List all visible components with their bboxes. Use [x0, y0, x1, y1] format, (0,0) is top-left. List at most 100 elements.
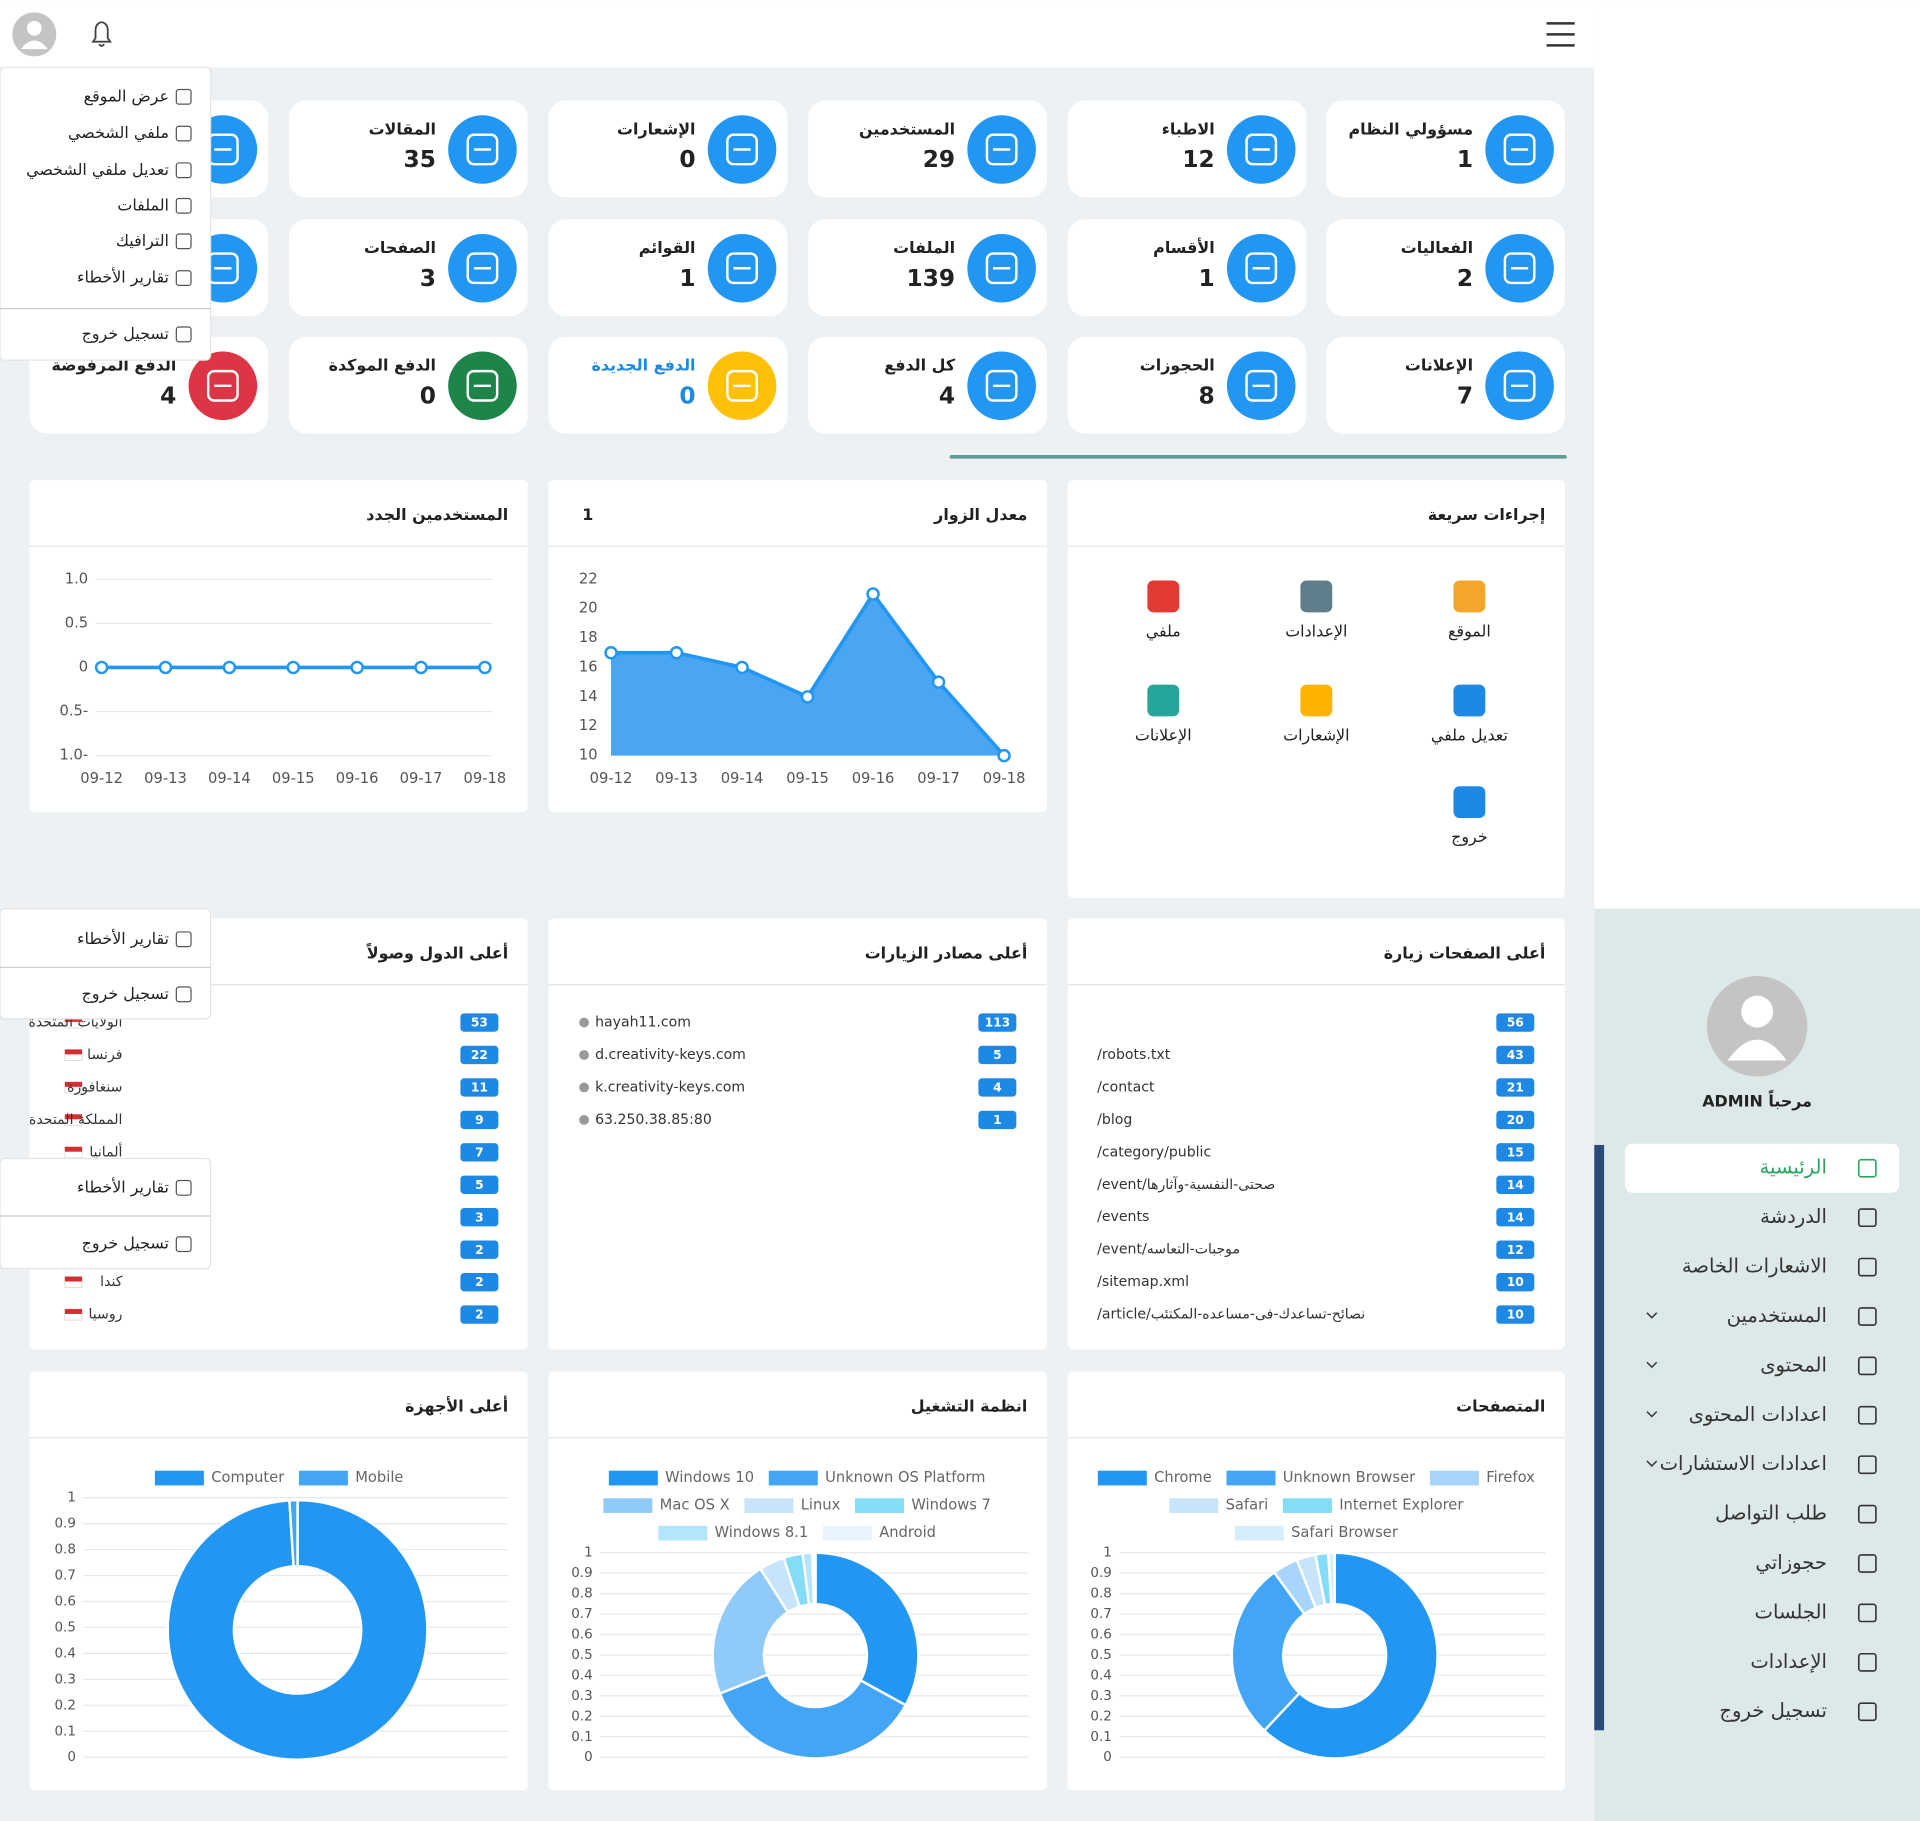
quick-action[interactable]: ملفي [1146, 580, 1181, 642]
stat-card[interactable]: كل الدفع 4 [808, 336, 1047, 434]
legend-swatch [298, 1470, 348, 1486]
page-path: /event/صحتى-النفسية-وآثارها [1097, 1176, 1275, 1193]
legend-item[interactable]: Safari Browser [1234, 1524, 1399, 1541]
quick-action-icon [1147, 684, 1180, 717]
user-menu-logout[interactable]: تسجيل خروج [82, 984, 192, 1004]
user-menu-item[interactable]: عرض الموقع [84, 86, 192, 106]
stat-card[interactable]: الإعلانات 7 [1326, 336, 1565, 434]
stat-card[interactable]: الاطباء 12 [1067, 100, 1307, 198]
referrer-icon [579, 1017, 589, 1028]
user-menu-item[interactable]: تعديل ملفي الشخصي [26, 160, 192, 180]
quick-action[interactable]: الموقع [1448, 580, 1491, 642]
sidebar-chevron [1646, 1312, 1658, 1319]
menu-toggle[interactable] [1546, 22, 1575, 47]
legend-item[interactable]: Unknown Browser [1226, 1469, 1416, 1486]
user-menu-item[interactable]: تقارير الأخطاء [77, 929, 192, 949]
legend-item[interactable]: Internet Explorer [1282, 1497, 1464, 1514]
count-badge-text: 3 [475, 1210, 484, 1224]
count-badge [1496, 1175, 1535, 1194]
legend-item[interactable]: Safari [1169, 1497, 1268, 1514]
user-menu-logout[interactable]: تسجيل خروج [82, 324, 192, 344]
quick-action[interactable]: الإعدادات [1285, 580, 1347, 641]
sidebar-item[interactable]: تسجيل خروج [1719, 1699, 1877, 1722]
sidebar-item[interactable]: اعدادات المحتوى [1646, 1403, 1877, 1426]
sidebar-item[interactable]: اعدادات الاستشارات [1646, 1452, 1877, 1475]
quick-action[interactable]: خروج [1451, 786, 1488, 847]
count-badge [460, 1208, 499, 1227]
stat-card[interactable]: الصفحات 3 [288, 219, 528, 317]
stat-card[interactable]: الفعاليات 2 [1326, 219, 1565, 317]
count-badge [1496, 1240, 1535, 1259]
y-tick-label: 0.6 [1090, 1628, 1111, 1643]
sidebar-item[interactable]: المحتوى [1646, 1353, 1877, 1376]
y-tick-label: 0.8 [571, 1587, 592, 1602]
stat-card[interactable]: الحجوزات 8 [1067, 336, 1307, 434]
stat-card[interactable]: المقالات 35 [288, 100, 528, 198]
flag-stripe [64, 1114, 83, 1120]
stat-card[interactable]: مسؤولي النظام 1 [1326, 100, 1565, 198]
user-menu-icon [175, 1236, 192, 1253]
stat-card[interactable]: الأقسام 1 [1067, 219, 1307, 317]
sidebar-item[interactable]: الاشعارات الخاصة [1682, 1255, 1877, 1278]
quick-action[interactable]: الإشعارات [1283, 684, 1350, 746]
panel-title: المستخدمين الجدد [366, 505, 508, 524]
area-fill [611, 593, 1005, 756]
stat-card[interactable]: الدفع الموكدة 0 [288, 336, 528, 434]
user-avatar[interactable] [12, 12, 57, 57]
sidebar-item[interactable]: الدردشة [1760, 1205, 1877, 1228]
legend-item[interactable]: Chrome [1097, 1469, 1212, 1486]
legend-item[interactable]: Firefox [1429, 1469, 1535, 1486]
sidebar-item[interactable]: حجوزاتي [1755, 1551, 1877, 1574]
user-menu-item[interactable]: تقارير الأخطاء [77, 268, 192, 288]
user-menu-icon [175, 233, 192, 250]
legend-item[interactable]: Linux [744, 1497, 841, 1514]
panel-title: أعلى الصفحات زيارة [1384, 942, 1546, 962]
legend-item[interactable]: Android [822, 1524, 936, 1541]
notifications-button[interactable] [91, 21, 112, 47]
legend-label: Mac OS X [660, 1497, 730, 1514]
quick-action[interactable]: تعديل ملفي [1431, 684, 1508, 746]
stat-card[interactable]: الدفع الجديدة 0 [548, 336, 788, 434]
point [350, 660, 364, 675]
sidebar-item-icon [1857, 1356, 1877, 1376]
user-menu-item[interactable]: ملفي الشخصي [68, 123, 192, 143]
sidebar-item[interactable]: الجلسات [1755, 1600, 1877, 1623]
legend-item[interactable]: Windows 7 [855, 1497, 991, 1514]
stat-card[interactable]: الإشعارات 0 [548, 100, 788, 198]
legend-item[interactable]: Windows 10 [608, 1469, 754, 1486]
legend-swatch [658, 1525, 708, 1541]
count-badge-text: 15 [1507, 1145, 1524, 1159]
y-tick-label: 0.1 [55, 1724, 76, 1739]
user-menu-item[interactable]: تقارير الأخطاء [77, 1177, 192, 1197]
legend-item[interactable]: Computer [154, 1469, 285, 1486]
count-badge [460, 1078, 499, 1097]
sidebar-item-label: طلب التواصل [1715, 1502, 1827, 1525]
stat-card[interactable]: الملفات 139 [808, 219, 1047, 317]
user-menu-item[interactable]: الملفات [117, 195, 192, 214]
count-badge [460, 1272, 499, 1292]
user-menu-logout[interactable]: تسجيل خروج [82, 1234, 192, 1254]
legend-item[interactable]: Windows 8.1 [658, 1524, 808, 1541]
sidebar-item[interactable]: المستخدمين [1646, 1304, 1877, 1327]
sidebar-chevron [1646, 1411, 1658, 1418]
quick-action[interactable]: الإعلانات [1135, 684, 1192, 745]
user-menu-item[interactable]: الترافيك [116, 231, 192, 251]
card-icon-glyph [726, 133, 758, 166]
count-badge-text: 20 [1507, 1113, 1524, 1127]
count-badge [1496, 1305, 1535, 1324]
stat-card[interactable]: المستخدمين 29 [808, 100, 1047, 198]
y-tick-label: 0.2 [1090, 1709, 1111, 1724]
y-tick-label: 0.4 [1090, 1668, 1111, 1683]
sidebar-item[interactable]: الإعدادات [1750, 1650, 1877, 1673]
sidebar-item[interactable]: الرئيسية [1624, 1143, 1900, 1193]
legend-item[interactable]: Mac OS X [603, 1497, 730, 1514]
stat-card[interactable]: القوائم 1 [548, 219, 788, 317]
legend-item[interactable]: Mobile [298, 1469, 404, 1486]
card-icon-glyph [466, 369, 499, 402]
legend-label: Windows 7 [911, 1497, 991, 1514]
user-menu [0, 66, 212, 361]
sidebar-item[interactable]: طلب التواصل [1715, 1502, 1877, 1525]
legend-item[interactable]: Unknown OS Platform [768, 1469, 986, 1486]
